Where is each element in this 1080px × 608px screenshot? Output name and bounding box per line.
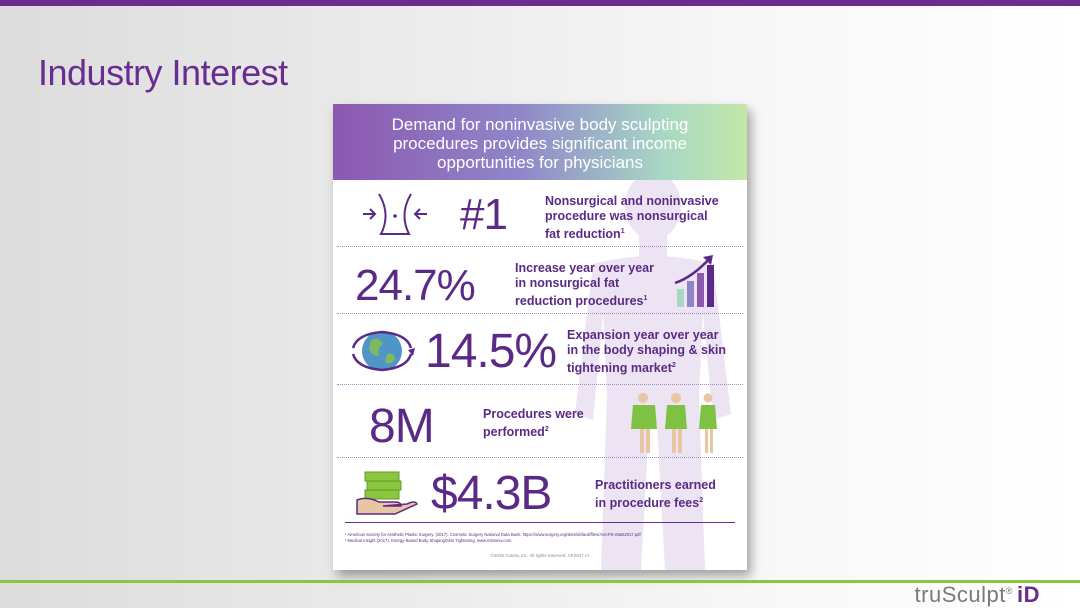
stat-desc-line: in procedure fees2 xyxy=(595,493,716,511)
globe-icon xyxy=(351,330,415,372)
stat-desc-line: in nonsurgical fat xyxy=(515,276,620,290)
stat-description: Practitioners earned in procedure fees2 xyxy=(595,478,716,511)
stat-desc-line: performed2 xyxy=(483,422,584,440)
brand-name: truSculpt xyxy=(914,582,1006,607)
poster-header: Demand for noninvasive body sculpting pr… xyxy=(333,104,747,180)
footnote-ref: 2 xyxy=(699,497,704,504)
footnotes: ¹ American Society for Aesthetic Plastic… xyxy=(345,532,741,544)
stat-desc-line: Increase year over year xyxy=(515,261,654,275)
stat-value: 24.7% xyxy=(355,261,476,310)
header-line: opportunities for physicians xyxy=(436,153,643,172)
footnote-ref: 1 xyxy=(620,228,625,235)
stat-row: 8M Procedures were performed2 xyxy=(333,385,747,457)
header-line: procedures provides significant income xyxy=(393,134,687,153)
stat-row: 24.7% Increase year over year in nonsurg… xyxy=(333,247,747,313)
footnote-divider xyxy=(345,522,735,523)
footnote: ² Medical Insight (2017). Energy-Based B… xyxy=(345,538,512,543)
stat-description: Procedures were performed2 xyxy=(483,407,584,440)
stat-desc-text: performed xyxy=(483,425,545,440)
bar-growth-icon xyxy=(674,255,714,307)
row-divider xyxy=(337,313,743,314)
waist-icon xyxy=(363,193,427,235)
row-divider xyxy=(337,457,743,458)
body-figures-icon xyxy=(631,393,717,453)
stat-desc-line: Expansion year over year xyxy=(567,328,719,342)
stat-row: 14.5% Expansion year over year in the bo… xyxy=(333,314,747,384)
registered-mark: ® xyxy=(1005,586,1013,596)
stat-desc-line: in the body shaping & skin xyxy=(567,343,727,357)
brand-logo: truSculpt® iD xyxy=(915,582,1040,608)
row-divider xyxy=(337,246,743,247)
footnote: ¹ American Society for Aesthetic Plastic… xyxy=(345,532,641,537)
top-accent-bar xyxy=(0,0,1080,6)
infographic-poster: Demand for noninvasive body sculpting pr… xyxy=(333,104,747,570)
stat-row: $4.3B Practitioners earned in procedure … xyxy=(333,458,747,522)
slide-title: Industry Interest xyxy=(38,52,288,93)
stat-desc-line: tightening market2 xyxy=(567,358,726,376)
stat-desc-text: tightening market xyxy=(567,361,672,376)
stat-description: Nonsurgical and noninvasive procedure wa… xyxy=(545,194,719,242)
stat-desc-line: reduction procedures1 xyxy=(515,291,654,309)
stat-desc-text: in procedure fees xyxy=(595,496,700,511)
stat-row: #1 Nonsurgical and noninvasive procedure… xyxy=(333,180,747,246)
stat-description: Expansion year over year in the body sha… xyxy=(567,328,726,376)
stat-desc-line: procedure was nonsurgical xyxy=(545,209,708,223)
stat-desc-text: fat reduction xyxy=(545,227,621,242)
stat-value: $4.3B xyxy=(431,467,552,520)
copyright: ©2018 Cutera, Inc. All rights reserved. … xyxy=(490,553,590,558)
stat-desc-line: Procedures were xyxy=(483,407,584,421)
row-divider xyxy=(337,384,743,385)
stat-desc-line: fat reduction1 xyxy=(545,224,719,242)
footnote-ref: 2 xyxy=(544,426,549,433)
stat-value: #1 xyxy=(460,190,508,239)
stat-desc-line: Practitioners earned xyxy=(595,478,716,492)
stat-value: 14.5% xyxy=(425,325,557,378)
stat-description: Increase year over year in nonsurgical f… xyxy=(515,261,654,309)
brand-suffix: iD xyxy=(1017,582,1040,607)
header-line: Demand for noninvasive body sculpting xyxy=(391,115,689,134)
money-hand-icon xyxy=(356,471,419,515)
stat-desc-line: Nonsurgical and noninvasive xyxy=(545,194,719,208)
bottom-accent-line xyxy=(0,580,1080,583)
footnote-ref: 2 xyxy=(671,362,676,369)
footnote-ref: 1 xyxy=(643,295,648,302)
stat-value: 8M xyxy=(369,400,435,453)
stat-desc-text: reduction procedures xyxy=(515,294,644,309)
